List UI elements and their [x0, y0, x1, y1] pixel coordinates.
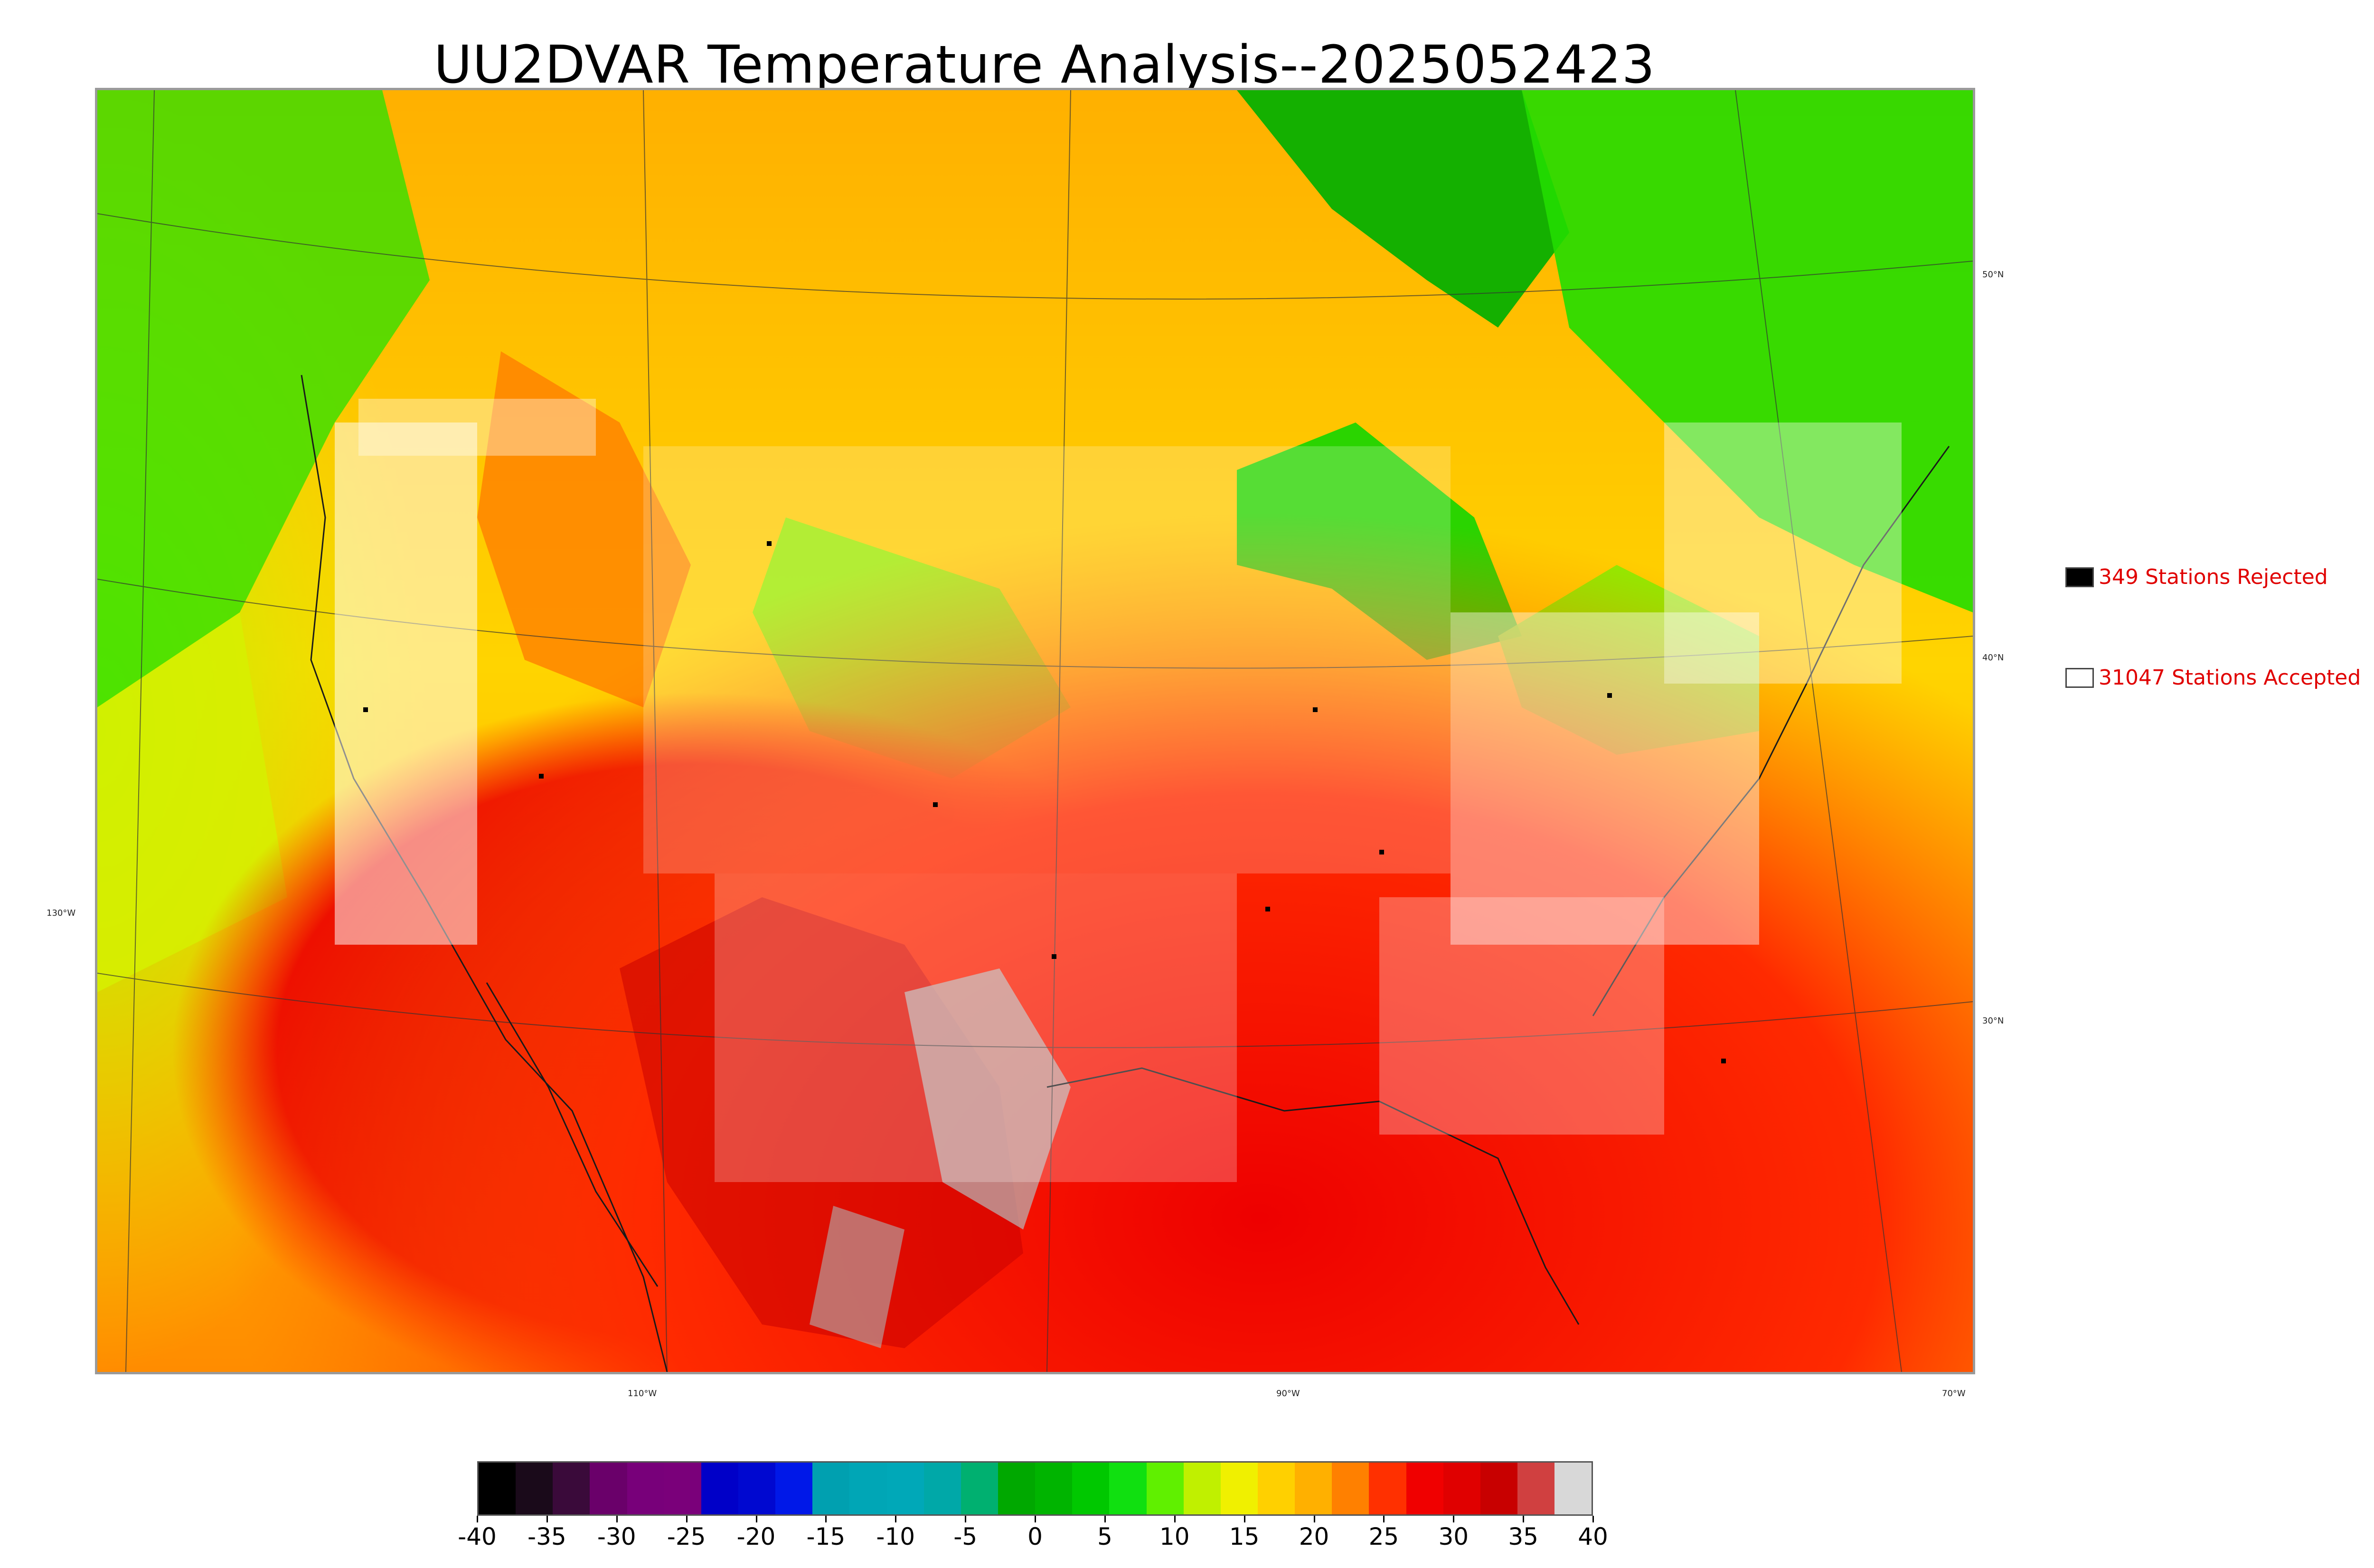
colorbar-segment — [701, 1463, 738, 1514]
colorbar-tick-label: 35 — [1508, 1523, 1538, 1550]
legend-rejected: 349 Stations Rejected — [2065, 565, 2328, 589]
lon-label-130w: 130°W — [47, 908, 76, 918]
colorbar-segment — [738, 1463, 776, 1514]
colorbar-segment — [923, 1463, 961, 1514]
colorbar-tick — [1523, 1516, 1525, 1522]
colorbar-tick-label: -35 — [528, 1523, 566, 1550]
colorbar-tick — [1244, 1516, 1245, 1522]
colorbar-tick — [965, 1516, 967, 1522]
colorbar-tick — [1383, 1516, 1385, 1522]
colorbar-tick-label: -25 — [667, 1523, 706, 1550]
colorbar-tick-label: 10 — [1159, 1523, 1190, 1550]
colorbar-tick — [755, 1516, 757, 1522]
temperature-map[interactable] — [95, 88, 1975, 1374]
colorbar-tick-label: 0 — [1027, 1523, 1043, 1550]
colorbar-segment — [998, 1463, 1036, 1514]
colorbar-segment — [1517, 1463, 1555, 1514]
colorbar-segment — [1554, 1463, 1592, 1514]
colorbar-segment — [1072, 1463, 1110, 1514]
page-title: UU2DVAR Temperature Analysis--2025052423 — [433, 34, 1656, 95]
colorbar-tick-label: 15 — [1229, 1523, 1260, 1550]
colorbar-tick — [1174, 1516, 1176, 1522]
colorbar-segment — [1406, 1463, 1443, 1514]
colorbar-tick-label: 5 — [1097, 1523, 1112, 1550]
map-canvas — [97, 90, 1973, 1372]
colorbar-tick-label: -20 — [736, 1523, 776, 1550]
lon-label-90w: 90°W — [1276, 1389, 1300, 1399]
colorbar-tick — [1592, 1516, 1594, 1522]
colorbar-tick — [825, 1516, 827, 1522]
lat-label-50n: 50°N — [1982, 270, 2004, 280]
lon-label-70w: 70°W — [1942, 1389, 1966, 1399]
temperature-colorbar — [477, 1461, 1593, 1516]
legend-accepted: 31047 Stations Accepted — [2065, 666, 2361, 690]
lat-label-40n: 40°N — [1982, 653, 2004, 663]
colorbar-segment — [553, 1463, 590, 1514]
colorbar-segment — [1480, 1463, 1517, 1514]
colorbar-tick — [1453, 1516, 1455, 1522]
colorbar-tick-label: -10 — [876, 1523, 915, 1550]
colorbar-tick-label: -5 — [953, 1523, 978, 1550]
colorbar-segment — [1332, 1463, 1369, 1514]
colorbar-segment — [961, 1463, 998, 1514]
colorbar-segment — [664, 1463, 701, 1514]
colorbar-segment — [627, 1463, 664, 1514]
colorbar-segment — [590, 1463, 627, 1514]
colorbar-tick — [546, 1516, 548, 1522]
colorbar-segment — [1369, 1463, 1406, 1514]
colorbar-segment — [775, 1463, 813, 1514]
colorbar-tick-label: -40 — [458, 1523, 497, 1550]
colorbar-ticks: -40 -35 -30 -25 -20 -15 -10 -5 0 5 10 15 20 25 30 35 40 — [458, 1516, 1608, 1554]
colorbar-segment — [1035, 1463, 1073, 1514]
colorbar-tick-label: 25 — [1368, 1523, 1399, 1550]
colorbar-tick-label: 20 — [1299, 1523, 1329, 1550]
colorbar-segment — [1443, 1463, 1480, 1514]
colorbar-segment — [1146, 1463, 1184, 1514]
lat-label-30n: 30°N — [1982, 1016, 2004, 1026]
colorbar-tick — [1035, 1516, 1036, 1522]
colorbar-segment — [1220, 1463, 1258, 1514]
colorbar-tick — [477, 1516, 478, 1522]
colorbar-tick — [1104, 1516, 1106, 1522]
colorbar-segment — [1109, 1463, 1147, 1514]
colorbar-tick — [1313, 1516, 1315, 1522]
colorbar-tick-label: 30 — [1438, 1523, 1469, 1550]
accepted-swatch — [2065, 667, 2094, 688]
colorbar-segment — [886, 1463, 924, 1514]
colorbar-tick — [616, 1516, 618, 1522]
accepted-label: 31047 Stations Accepted — [2099, 666, 2361, 690]
lon-label-110w: 110°W — [628, 1389, 657, 1399]
colorbar-segment — [812, 1463, 850, 1514]
colorbar-tick-label: 40 — [1578, 1523, 1608, 1550]
colorbar-segment — [516, 1463, 553, 1514]
colorbar-segment — [479, 1463, 516, 1514]
colorbar-tick — [895, 1516, 897, 1522]
colorbar-segment — [849, 1463, 887, 1514]
colorbar-tick — [686, 1516, 688, 1522]
colorbar-tick-label: -30 — [597, 1523, 636, 1550]
rejected-swatch — [2065, 567, 2094, 587]
colorbar-tick-label: -15 — [806, 1523, 846, 1550]
rejected-label: 349 Stations Rejected — [2099, 565, 2328, 589]
colorbar-segment — [1183, 1463, 1221, 1514]
colorbar-segment — [1257, 1463, 1295, 1514]
colorbar-segment — [1295, 1463, 1332, 1514]
